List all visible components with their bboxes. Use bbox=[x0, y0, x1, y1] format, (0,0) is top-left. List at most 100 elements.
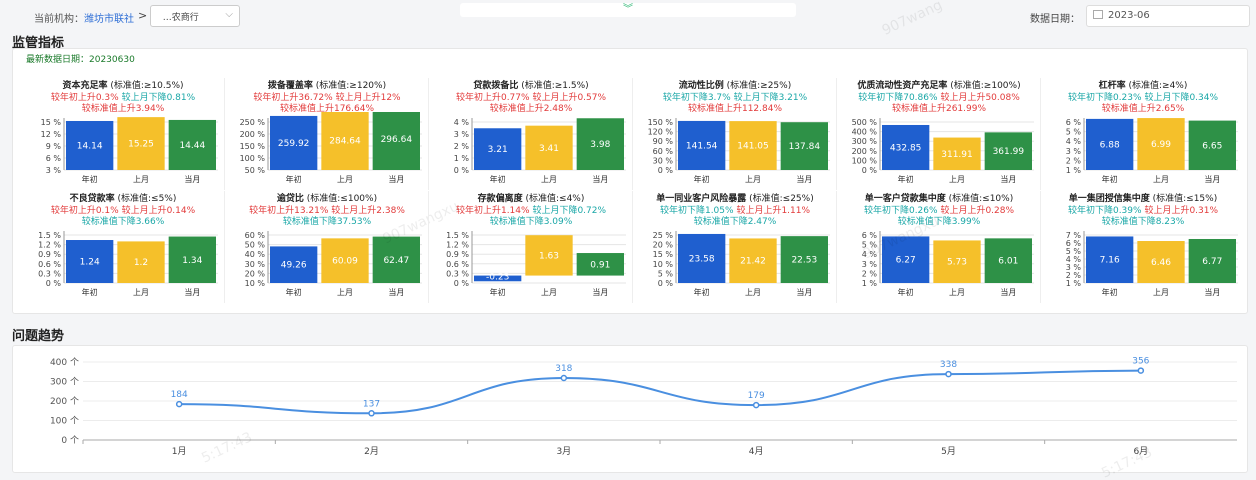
y-tick-label: 300 % bbox=[852, 137, 878, 146]
bar bbox=[66, 240, 114, 283]
column-divider bbox=[632, 78, 633, 190]
data-label: 356 bbox=[1132, 357, 1149, 367]
y-tick-label: 6 % bbox=[46, 154, 62, 163]
data-point[interactable] bbox=[752, 401, 760, 409]
change-vs-last-month: 较上月上升1.11% bbox=[736, 206, 811, 216]
y-tick-label: 1 % bbox=[1066, 166, 1082, 175]
indicator-name: 杠杆率 bbox=[1098, 81, 1126, 91]
indicator-bar-chart: 4 % 3 % 2 % 1 % 0 % 3.21 年初 3.41 上月 3.98 当月 bbox=[454, 118, 626, 184]
y-tick-label: 100 % bbox=[852, 156, 878, 165]
change-vs-year-start: 较年初上升13.21% bbox=[249, 206, 329, 216]
bar-value-label: 296.64 bbox=[381, 135, 413, 145]
y-tick-label: 60 % bbox=[245, 231, 266, 240]
change-vs-last-month: 较上月下降0.34% bbox=[1144, 93, 1219, 103]
change-vs-last-month: 较上月上升0.57% bbox=[532, 93, 607, 103]
indicator-bar-chart: 150 %120 %90 %60 %30 %0 % 141.54 年初 141.05 上… bbox=[648, 118, 830, 184]
bar bbox=[882, 236, 930, 283]
org-select[interactable]: …农商行 ⌵ bbox=[150, 5, 240, 27]
bar bbox=[576, 253, 624, 276]
x-category-label: 上月 bbox=[949, 288, 965, 297]
x-tick-label: 1月 bbox=[172, 446, 187, 457]
change-vs-last-month: 较上月下降0.72% bbox=[532, 206, 607, 216]
indicator-card: 拨备覆盖率 (标准值:≥120%) 较年初上升36.72% 较上月上升12% 较标准… bbox=[226, 78, 428, 190]
x-tick-label: 4月 bbox=[749, 446, 764, 457]
y-tick-label: 20 % bbox=[245, 269, 266, 278]
change-vs-standard: 较标准值上升112.84% bbox=[687, 104, 783, 114]
indicator-bar-chart: 1.5 %1.2 %0.9 %0.6 %0.3 %0 % 1.24 年初 1.2 上月 1… bbox=[38, 231, 218, 297]
y-tick-label: 40 % bbox=[245, 250, 266, 259]
y-tick-label: 500 % bbox=[852, 118, 878, 127]
indicator-title: 单一集团授信集中度 (标准值:≤15%) bbox=[1042, 191, 1244, 204]
data-label: 137 bbox=[363, 399, 380, 409]
bar-value-label: 1.34 bbox=[182, 256, 202, 266]
bar bbox=[525, 125, 573, 170]
indicator-card: 单一同业客户风险暴露 (标准值:≤25%) 较年初下降1.05% 较上月上升1.1… bbox=[634, 191, 836, 303]
x-category-label: 当月 bbox=[1000, 287, 1016, 297]
bar-value-label: 62.47 bbox=[383, 256, 409, 266]
y-tick-label: 50 % bbox=[245, 166, 266, 175]
indicator-card: 优质流动性资产充足率 (标准值:≥100%) 较年初下降70.86% 较上月上升5… bbox=[838, 78, 1040, 190]
indicator-card: 单一客户贷款集中度 (标准值:≤10%) 较年初下降0.26% 较上月上升0.28… bbox=[838, 191, 1040, 303]
indicator-title: 单一同业客户风险暴露 (标准值:≤25%) bbox=[634, 191, 836, 204]
x-tick-label: 6月 bbox=[1133, 446, 1148, 457]
y-tick-label: 10 % bbox=[653, 260, 674, 269]
y-tick-label: 400 % bbox=[852, 128, 878, 137]
y-tick-label: 200 个 bbox=[50, 396, 79, 407]
y-tick-label: 2 % bbox=[454, 142, 470, 151]
data-label: 179 bbox=[748, 391, 765, 401]
bar bbox=[984, 132, 1032, 170]
column-divider bbox=[224, 78, 225, 190]
indicator-name: 资本充足率 bbox=[62, 81, 108, 91]
change-vs-year-start: 较年初下降0.23% bbox=[1067, 93, 1142, 103]
y-tick-label: 2 % bbox=[1066, 156, 1082, 165]
indicator-change: 较年初上升0.1% 较上月上升0.14% bbox=[22, 203, 224, 216]
change-vs-last-month: 较上月上升2.38% bbox=[331, 206, 405, 216]
date-label: 数据日期： bbox=[1030, 14, 1080, 25]
data-point[interactable] bbox=[945, 370, 952, 378]
trend-line bbox=[179, 369, 1141, 415]
change-vs-year-start: 较年初上升0.3% bbox=[50, 93, 119, 103]
data-point[interactable] bbox=[560, 374, 568, 382]
y-tick-label: 1.5 % bbox=[38, 231, 61, 240]
bar-value-label: 1.24 bbox=[80, 258, 100, 268]
x-category-label: 当月 bbox=[184, 174, 200, 184]
data-point[interactable] bbox=[368, 410, 375, 417]
change-vs-year-start: 较年初下降0.26% bbox=[863, 206, 938, 216]
bar-value-label: 3.98 bbox=[590, 140, 610, 150]
double-chevron-down-icon: ︾ bbox=[623, 4, 633, 15]
change-vs-last-month: 较上月下降3.21% bbox=[733, 93, 808, 103]
bar-value-label: 49.26 bbox=[281, 261, 307, 271]
x-category-label: 上月 bbox=[541, 288, 557, 297]
y-tick-label: 4 % bbox=[862, 250, 878, 259]
indicator-standard: (标准值:≥120%) bbox=[312, 81, 387, 91]
indicator-name: 贷款拨备比 bbox=[473, 81, 519, 91]
y-tick-label: 2 % bbox=[1066, 271, 1082, 280]
y-tick-label: 250 % bbox=[240, 118, 266, 127]
indicator-standard: (标准值:≤5%) bbox=[114, 194, 177, 204]
bar bbox=[933, 137, 981, 170]
y-tick-label: 1.2 % bbox=[38, 241, 61, 250]
indicator-name: 存款偏离度 bbox=[477, 194, 523, 204]
change-vs-year-start: 较年初上升0.1% bbox=[50, 206, 119, 216]
change-vs-last-month: 较上月上升0.28% bbox=[940, 206, 1015, 216]
y-tick-label: 60 % bbox=[653, 147, 674, 156]
change-vs-year-start: 较年初下降3.7% bbox=[662, 93, 731, 103]
data-point[interactable] bbox=[175, 400, 183, 408]
x-category-label: 年初 bbox=[898, 287, 914, 297]
y-tick-label: 6 % bbox=[862, 231, 878, 240]
bar bbox=[729, 121, 777, 170]
top-bar: 当前机构： 潍坊市联社 > …农商行 ⌵ ︾ 数据日期： 2023-06 bbox=[0, 0, 1256, 30]
x-category-label: 上月 bbox=[1153, 288, 1169, 297]
y-tick-label: 3 % bbox=[46, 166, 62, 175]
y-tick-label: 150 % bbox=[648, 118, 674, 127]
data-point[interactable] bbox=[1137, 367, 1145, 374]
trend-panel: 400 个 300 个 200 个 100 个 0 个 184 1月 137 2月 318 3月 17… bbox=[12, 345, 1248, 473]
y-tick-label: 3 % bbox=[862, 260, 878, 269]
x-category-label: 上月 bbox=[1153, 175, 1169, 184]
collapse-toggle[interactable]: ︾ bbox=[460, 3, 796, 17]
y-tick-label: 300 个 bbox=[50, 377, 79, 388]
org-breadcrumb-link[interactable]: 潍坊市联社 bbox=[84, 14, 134, 25]
change-vs-last-month: 较上月上升0.14% bbox=[121, 206, 196, 216]
date-picker[interactable]: 2023-06 bbox=[1086, 5, 1250, 27]
indicator-card: 不良贷款率 (标准值:≤5%) 较年初上升0.1% 较上月上升0.14% 较标准值下… bbox=[22, 191, 224, 303]
